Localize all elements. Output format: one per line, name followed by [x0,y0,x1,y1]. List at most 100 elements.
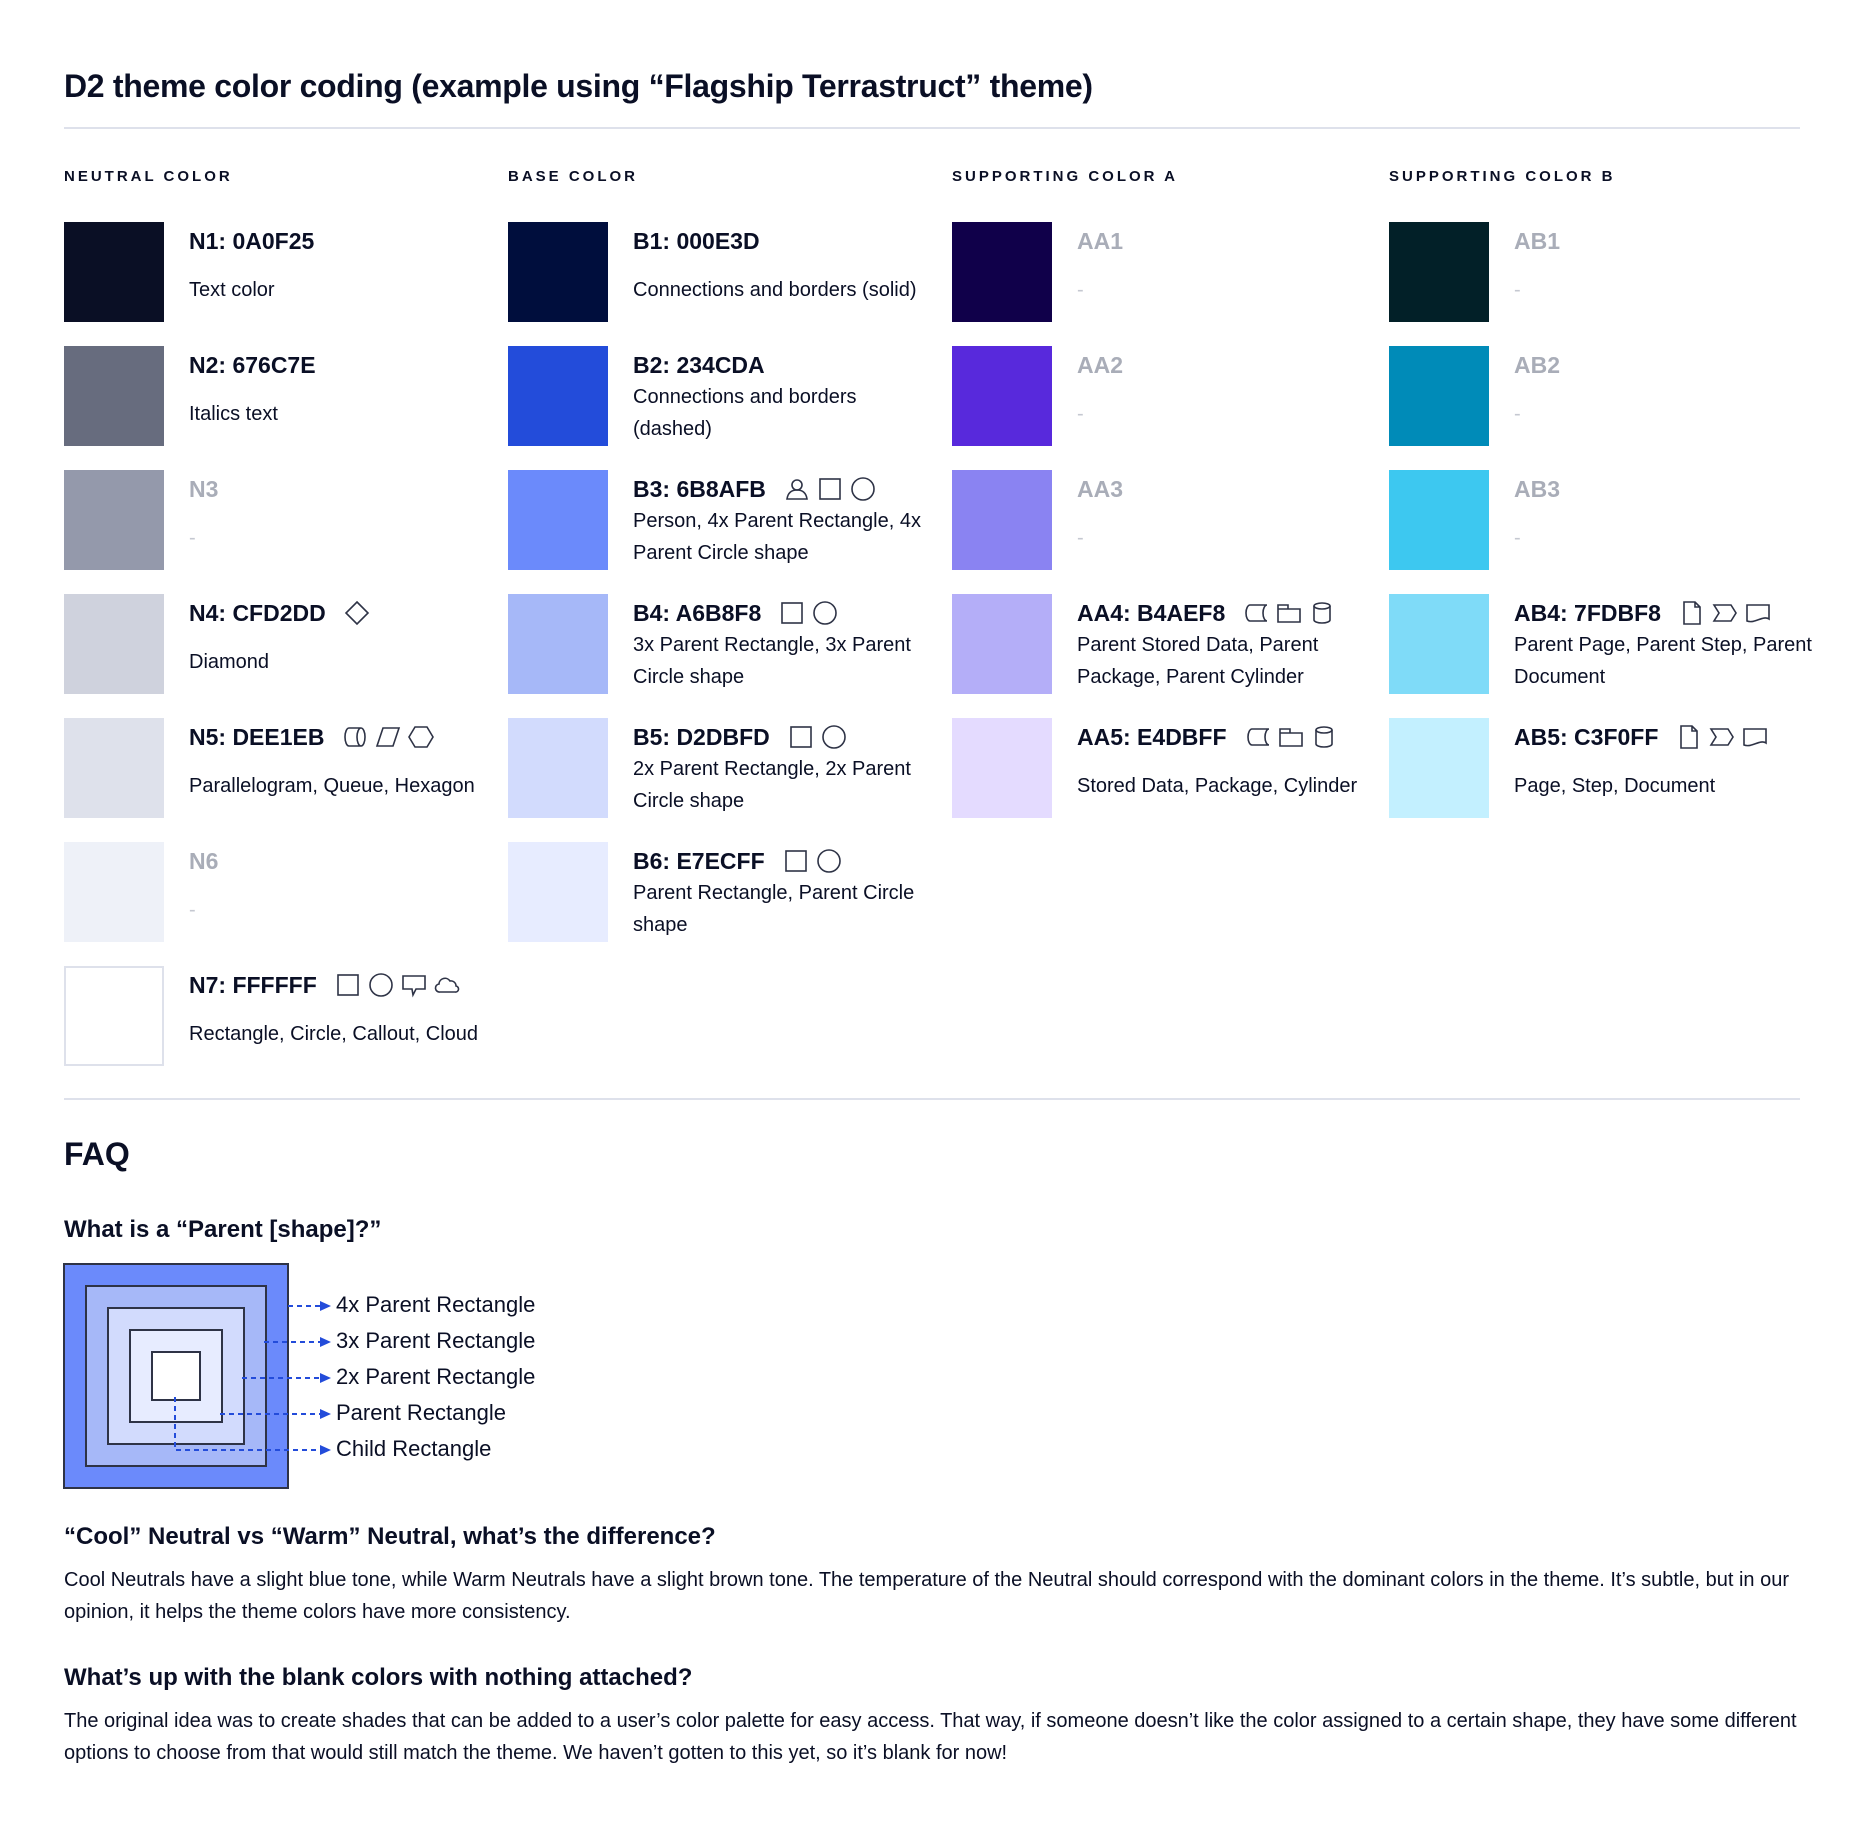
faq-answer-cool-warm: Cool Neutrals have a slight blue tone, w… [64,1569,1789,1623]
color-swatch [64,346,164,446]
color-usage: - [189,527,196,549]
color-code: B2: 234CDA [633,352,765,378]
color-swatch [508,594,608,694]
color-info: B4: A6B8F8 3x Parent Rectangle, 3x Parent… [633,597,933,693]
arrowhead-icon [320,1409,331,1419]
color-info: B5: D2DBFD 2x Parent Rectangle, 2x Parent… [633,721,933,817]
color-label: N4: CFD2DD [189,597,489,629]
color-info: B2: 234CDA Connections and borders (dashe… [633,349,933,445]
color-label: N6 [189,845,489,877]
color-usage: - [1514,403,1521,425]
color-swatch [952,222,1052,322]
color-label: B6: E7ECFF [633,845,933,877]
color-label: AA1 [1077,225,1377,257]
color-info: B1: 000E3D Connections and borders (solid… [633,225,933,306]
color-swatch [1389,470,1489,570]
color-info: N4: CFD2DD Diamond [189,597,489,678]
color-entry: N6 - [64,842,494,942]
rectangle-icon [784,850,807,872]
document-icon [1743,728,1768,747]
color-info: AA4: B4AEF8 Parent Stored Data, Parent Pa… [1077,597,1377,693]
color-code: B6: E7ECFF [633,848,765,874]
cloud-icon [434,977,460,993]
color-entry: B4: A6B8F8 3x Parent Rectangle, 3x Parent… [508,594,938,694]
color-usage: Parent Stored Data, Parent Package, Pare… [1077,634,1319,688]
color-swatch [64,842,164,942]
color-label: B1: 000E3D [633,225,933,257]
color-entry: N7: FFFFFF Rectangle, Circle, Callout, Cl… [64,966,494,1066]
column-header: SUPPORTING COLOR A [952,168,1178,185]
color-swatch [508,470,608,570]
color-swatch [1389,594,1489,694]
circle-icon [813,601,838,625]
color-code: N1: 0A0F25 [189,228,315,254]
color-info: N2: 676C7E Italics text [189,349,489,430]
color-info: AB4: 7FDBF8 Parent Page, Parent Step, Par… [1514,597,1814,693]
color-code: N4: CFD2DD [189,600,326,626]
document-icon [1746,604,1770,623]
shape-icons [788,724,847,750]
color-entry: AB1 - [1389,222,1819,322]
parent-shape-diagram [63,1263,331,1489]
diagram-label: Child Rectangle [336,1436,492,1461]
color-info: N5: DEE1EB Parallelogram, Queue, Hexagon [189,721,489,802]
shape-icons [344,600,370,626]
color-info: AA2 - [1077,349,1377,430]
color-usage: - [189,899,196,921]
callout-icon [401,975,426,998]
color-swatch [952,346,1052,446]
faq-question-blank-colors: What’s up with the blank colors with not… [64,1664,693,1691]
cylinder-icon [1313,602,1332,624]
color-entry: B5: D2DBFD 2x Parent Rectangle, 2x Parent… [508,718,938,818]
color-usage: Connections and borders (dashed) [633,386,857,440]
rect-child [151,1351,201,1401]
shape-icons [783,848,842,874]
cylinder-icon [1314,726,1333,748]
color-swatch [508,842,608,942]
color-entry: AB2 - [1389,346,1819,446]
color-swatch [508,346,608,446]
column-header: SUPPORTING COLOR B [1389,168,1616,185]
color-entry: AA2 - [952,346,1382,446]
diagram-label: Parent Rectangle [336,1400,506,1425]
color-label: AB1 [1514,225,1814,257]
color-entry: AB5: C3F0FF Page, Step, Document [1389,718,1819,818]
color-info: AA3 - [1077,473,1377,554]
divider [64,1098,1800,1100]
color-code: AA4: B4AEF8 [1077,600,1226,626]
hexagon-icon [408,726,435,748]
package-icon [1277,604,1302,623]
shape-icons [1243,600,1335,626]
shape-icons [1679,600,1771,626]
step-icon [1712,604,1737,622]
color-code: AB2 [1514,352,1561,378]
color-label: N3 [189,473,489,505]
color-label: AA5: E4DBFF [1077,721,1377,753]
color-entry: AA1 - [952,222,1382,322]
shape-icons [1245,724,1337,750]
shape-icons [784,476,876,502]
color-code: B4: A6B8F8 [633,600,762,626]
color-usage: Text color [189,279,275,301]
stored-data-icon [1246,728,1269,746]
color-label: B3: 6B8AFB [633,473,933,505]
color-label: B2: 234CDA [633,349,933,381]
color-code: AB5: C3F0FF [1514,724,1659,750]
page-title: D2 theme color coding (example using “Fl… [64,68,1093,104]
color-swatch [64,470,164,570]
queue-icon [344,727,367,747]
diagram-label: 3x Parent Rectangle [336,1328,536,1353]
color-usage: Page, Step, Document [1514,775,1716,797]
color-info: N3 - [189,473,489,554]
color-info: AB3 - [1514,473,1814,554]
rectangle-icon [819,478,841,500]
color-code: AA5: E4DBFF [1077,724,1227,750]
page-icon [1680,725,1699,749]
color-usage: Parallelogram, Queue, Hexagon [189,775,475,797]
color-info: N7: FFFFFF Rectangle, Circle, Callout, Cl… [189,969,489,1050]
color-label: N2: 676C7E [189,349,489,381]
color-info: AB1 - [1514,225,1814,306]
color-entry: N3 - [64,470,494,570]
page-icon [1683,601,1701,625]
color-usage: - [1514,527,1521,549]
